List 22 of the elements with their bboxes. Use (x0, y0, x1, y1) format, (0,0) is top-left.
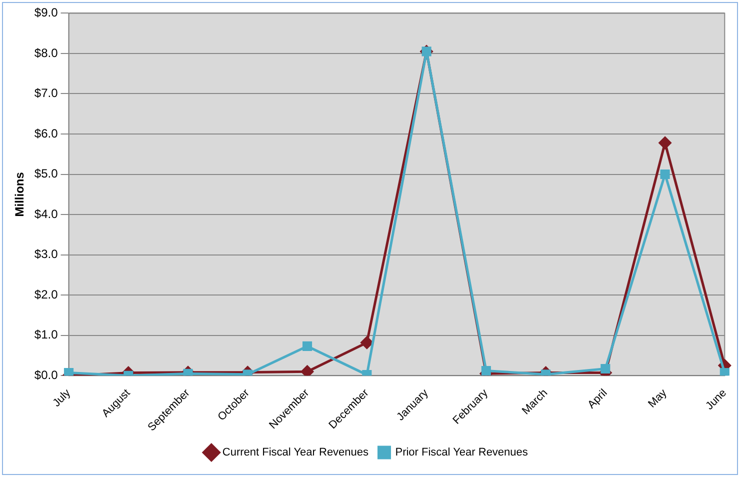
point (600, 364, 610, 374)
y-tick-label: $9.0 (34, 6, 58, 20)
point (302, 341, 312, 352)
y-tick-label: $0.0 (34, 368, 58, 382)
y-tick-label: $2.0 (34, 287, 58, 302)
y-tick-label: $7.0 (34, 86, 58, 100)
point (720, 368, 730, 376)
legend-label: Current Fiscal Year Revenues (222, 446, 370, 459)
x-tick-label: May (646, 386, 670, 410)
y-tick-label: $4.0 (34, 206, 58, 221)
point (301, 365, 314, 376)
y-tick-label: $5.0 (34, 166, 58, 181)
x-tick-label: July (50, 386, 74, 410)
point (360, 336, 374, 349)
point (660, 169, 670, 180)
y-tick-label: $3.0 (34, 247, 58, 262)
point (658, 136, 672, 150)
y-tick-label: $1.0 (34, 328, 58, 342)
y-tick-label: $6.0 (34, 126, 58, 140)
legend-label: Prior Fiscal Year Revenues (395, 446, 528, 459)
y-axis-title: Millions (12, 172, 27, 217)
y-tick-label: $8.0 (34, 46, 58, 60)
